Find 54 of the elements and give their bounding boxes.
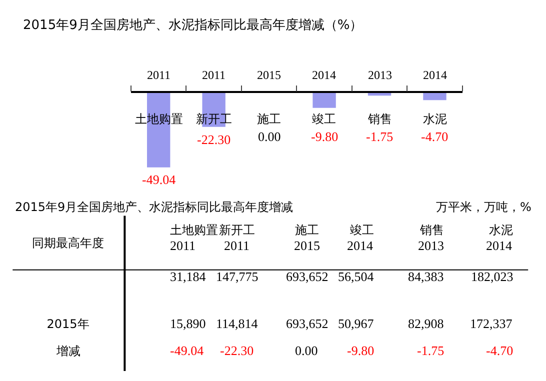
x-tick-label: 施工 (257, 112, 281, 126)
text: 182,023 (471, 269, 514, 284)
x-tick-label: 竣工 (312, 112, 336, 126)
text: 114,814 (216, 316, 258, 331)
text: 15,890 (170, 316, 206, 331)
text: 2014 (423, 68, 447, 82)
text: 31,184 (170, 269, 206, 284)
data-label: -49.04 (142, 172, 176, 187)
text: -49.04 (170, 343, 204, 358)
text: 82,908 (408, 316, 444, 331)
chart-title: 2015年9月全国房地产、水泥指标同比最高年度增减（%） (23, 17, 363, 33)
x-tick-label: 土地购置 (135, 112, 183, 126)
text: 2013 (418, 238, 444, 253)
category-label: 销售 (419, 223, 444, 237)
text: 2011 (170, 238, 196, 253)
text: 172,337 (470, 316, 513, 331)
text: -9.80 (347, 343, 374, 358)
text: 56,504 (338, 269, 374, 284)
category-label: 施工 (295, 223, 319, 237)
text: 2011 (224, 238, 250, 253)
category-label: 竣工 (350, 223, 374, 237)
text: 2011 (202, 68, 226, 82)
text: 50,967 (338, 316, 374, 331)
text: 2015年 (46, 317, 90, 331)
text: -1.75 (417, 343, 444, 358)
text: 2014 (347, 238, 374, 253)
text: 84,383 (408, 269, 444, 284)
text: 693,652 (286, 316, 328, 331)
x-tick-label: 水泥 (423, 112, 447, 126)
text: 2015 (294, 238, 320, 253)
text: 2014 (486, 238, 512, 253)
text: 2015年9月全国房地产、水泥指标同比最高年度增减 (15, 200, 294, 214)
data-label: 0.00 (258, 129, 281, 144)
text: -4.70 (486, 343, 514, 358)
text: 2015 (257, 68, 281, 82)
x-tick-label: 销售 (367, 112, 392, 126)
data-label: -4.70 (421, 129, 448, 144)
text: 万平米，万吨，% (436, 200, 532, 214)
data-label: -22.30 (197, 132, 231, 147)
text: 0.00 (295, 343, 318, 358)
text: -22.30 (220, 343, 254, 358)
category-label: 水泥 (489, 223, 513, 237)
text: 同期最高年度 (32, 236, 104, 250)
text: 693,652 (286, 269, 328, 284)
data-label: -1.75 (366, 129, 394, 144)
category-label: 土地购置 (170, 223, 218, 237)
text: 2014 (312, 68, 336, 82)
x-tick-label: 新开工 (196, 112, 232, 126)
data-label: -9.80 (311, 129, 338, 144)
text: 增减 (56, 344, 80, 358)
text: 2011 (147, 68, 171, 82)
category-label: 新开工 (219, 223, 255, 237)
text: 147,775 (216, 269, 258, 284)
text: 2013 (368, 68, 392, 82)
